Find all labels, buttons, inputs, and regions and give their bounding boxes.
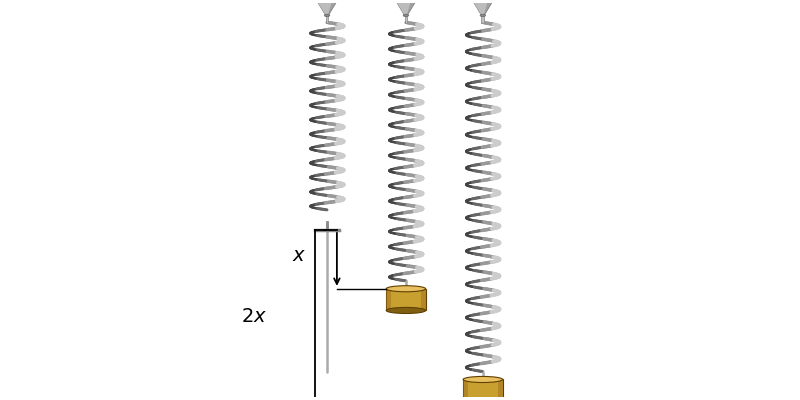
Polygon shape	[326, 15, 329, 22]
Ellipse shape	[463, 398, 502, 400]
Polygon shape	[421, 289, 426, 310]
Polygon shape	[393, 0, 418, 15]
Polygon shape	[498, 380, 502, 400]
Polygon shape	[463, 380, 502, 400]
Polygon shape	[482, 15, 484, 22]
Polygon shape	[314, 0, 334, 15]
Polygon shape	[386, 289, 391, 310]
Polygon shape	[405, 15, 407, 22]
Ellipse shape	[480, 14, 486, 16]
Ellipse shape	[386, 286, 426, 292]
Ellipse shape	[386, 308, 426, 314]
Polygon shape	[470, 0, 496, 15]
Polygon shape	[386, 289, 426, 310]
Ellipse shape	[463, 376, 502, 382]
Ellipse shape	[324, 14, 330, 16]
Polygon shape	[393, 0, 412, 15]
Polygon shape	[314, 0, 340, 15]
Text: $2x$: $2x$	[241, 308, 267, 326]
Polygon shape	[463, 380, 468, 400]
Text: $x$: $x$	[292, 246, 306, 265]
Polygon shape	[470, 0, 490, 15]
Ellipse shape	[403, 14, 409, 16]
